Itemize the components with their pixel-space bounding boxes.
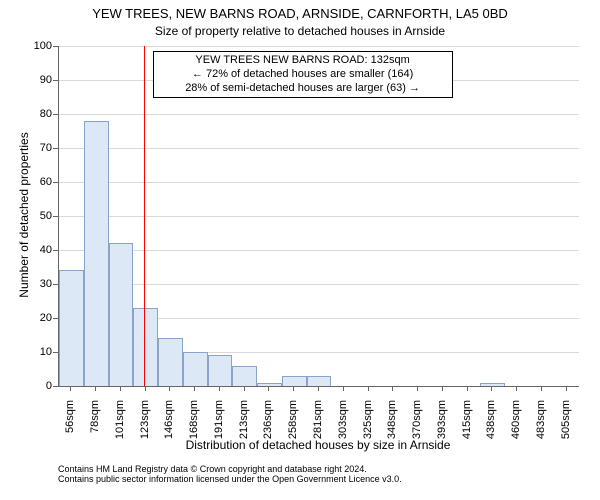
annotation-line: YEW TREES NEW BARNS ROAD: 132sqm: [160, 54, 446, 68]
xtick-label: 505sqm: [560, 400, 572, 450]
histogram-bar: [109, 243, 134, 386]
ytick-label: 60: [40, 176, 52, 188]
gridline: [59, 46, 579, 47]
xtick-mark: [293, 386, 294, 391]
histogram-bar: [59, 270, 84, 386]
gridline: [59, 114, 579, 115]
ytick-label: 50: [40, 210, 52, 222]
xtick-mark: [442, 386, 443, 391]
gridline: [59, 284, 579, 285]
xtick-mark: [70, 386, 71, 391]
xtick-mark: [268, 386, 269, 391]
xtick-label: 56sqm: [64, 400, 76, 450]
xtick-label: 258sqm: [287, 400, 299, 450]
xtick-mark: [343, 386, 344, 391]
ytick-label: 100: [34, 40, 52, 52]
xtick-label: 415sqm: [461, 400, 473, 450]
footer-line1: Contains HM Land Registry data © Crown c…: [58, 464, 402, 474]
xtick-mark: [368, 386, 369, 391]
xtick-label: 236sqm: [262, 400, 274, 450]
xtick-mark: [491, 386, 492, 391]
xtick-mark: [145, 386, 146, 391]
footer-line2: Contains public sector information licen…: [58, 474, 402, 484]
xtick-label: 123sqm: [139, 400, 151, 450]
histogram-bar: [232, 366, 257, 386]
xtick-mark: [244, 386, 245, 391]
ytick-label: 90: [40, 74, 52, 86]
xtick-mark: [219, 386, 220, 391]
xtick-mark: [566, 386, 567, 391]
ytick-label: 20: [40, 312, 52, 324]
ytick-mark: [53, 250, 58, 251]
chart-root: YEW TREES, NEW BARNS ROAD, ARNSIDE, CARN…: [0, 0, 600, 500]
xtick-mark: [169, 386, 170, 391]
xtick-mark: [318, 386, 319, 391]
ytick-label: 30: [40, 278, 52, 290]
histogram-bar: [208, 355, 233, 386]
xtick-label: 281sqm: [312, 400, 324, 450]
xtick-mark: [417, 386, 418, 391]
footer-copyright: Contains HM Land Registry data © Crown c…: [58, 464, 402, 484]
histogram-bar: [133, 308, 158, 386]
annotation-box: YEW TREES NEW BARNS ROAD: 132sqm← 72% of…: [153, 51, 453, 98]
ytick-mark: [53, 318, 58, 319]
xtick-label: 370sqm: [411, 400, 423, 450]
histogram-bar: [257, 383, 282, 386]
title-text-1: YEW TREES, NEW BARNS ROAD, ARNSIDE, CARN…: [92, 6, 508, 21]
ytick-mark: [53, 216, 58, 217]
ytick-label: 10: [40, 346, 52, 358]
xtick-label: 348sqm: [386, 400, 398, 450]
xtick-mark: [194, 386, 195, 391]
marker-line: [144, 46, 145, 386]
xtick-mark: [120, 386, 121, 391]
ytick-mark: [53, 182, 58, 183]
gridline: [59, 216, 579, 217]
annotation-line: ← 72% of detached houses are smaller (16…: [160, 68, 446, 82]
xtick-mark: [541, 386, 542, 391]
ylabel-text: Number of detached properties: [17, 132, 31, 297]
title-text-2: Size of property relative to detached ho…: [155, 24, 445, 38]
xtick-label: 483sqm: [535, 400, 547, 450]
ytick-label: 40: [40, 244, 52, 256]
ytick-mark: [53, 80, 58, 81]
annotation-line: 28% of semi-detached houses are larger (…: [160, 82, 446, 96]
histogram-bar: [158, 338, 183, 386]
xtick-label: 146sqm: [163, 400, 175, 450]
y-axis-label: Number of detached properties: [17, 55, 31, 375]
chart-title: YEW TREES, NEW BARNS ROAD, ARNSIDE, CARN…: [0, 6, 600, 21]
histogram-bar: [84, 121, 109, 386]
gridline: [59, 182, 579, 183]
xtick-label: 303sqm: [337, 400, 349, 450]
ytick-label: 0: [46, 380, 52, 392]
chart-subtitle: Size of property relative to detached ho…: [0, 24, 600, 38]
histogram-bar: [282, 376, 307, 386]
xtick-label: 213sqm: [238, 400, 250, 450]
gridline: [59, 250, 579, 251]
plot-area: YEW TREES NEW BARNS ROAD: 132sqm← 72% of…: [58, 46, 579, 387]
xtick-label: 78sqm: [89, 400, 101, 450]
ytick-mark: [53, 148, 58, 149]
xtick-mark: [467, 386, 468, 391]
ytick-label: 70: [40, 142, 52, 154]
xtick-mark: [392, 386, 393, 391]
gridline: [59, 148, 579, 149]
xtick-label: 168sqm: [188, 400, 200, 450]
ytick-mark: [53, 284, 58, 285]
ytick-mark: [53, 46, 58, 47]
xtick-label: 460sqm: [510, 400, 522, 450]
ytick-mark: [53, 386, 58, 387]
xtick-label: 325sqm: [362, 400, 374, 450]
xtick-mark: [95, 386, 96, 391]
ytick-label: 80: [40, 108, 52, 120]
xtick-label: 393sqm: [436, 400, 448, 450]
xtick-label: 191sqm: [213, 400, 225, 450]
xtick-label: 101sqm: [114, 400, 126, 450]
histogram-bar: [183, 352, 208, 386]
histogram-bar: [307, 376, 332, 386]
xtick-label: 438sqm: [485, 400, 497, 450]
xtick-mark: [516, 386, 517, 391]
ytick-mark: [53, 114, 58, 115]
ytick-mark: [53, 352, 58, 353]
